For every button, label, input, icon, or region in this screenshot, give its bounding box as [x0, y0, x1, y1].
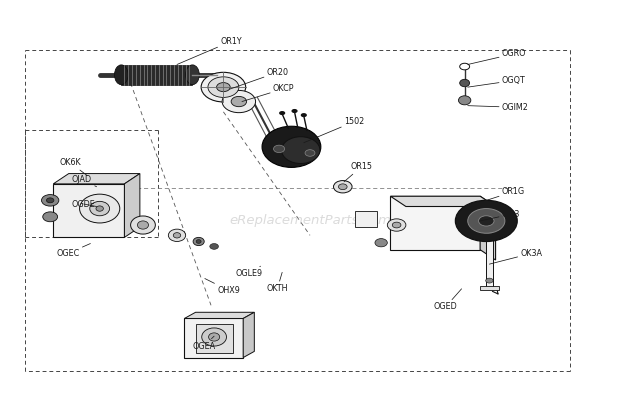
Polygon shape	[184, 312, 254, 318]
Text: OGQT: OGQT	[467, 76, 526, 87]
Ellipse shape	[459, 79, 469, 87]
Text: OR20: OR20	[229, 68, 289, 89]
Ellipse shape	[96, 206, 104, 211]
Ellipse shape	[455, 200, 517, 242]
Ellipse shape	[208, 77, 239, 97]
Text: OJAD: OJAD	[72, 175, 97, 187]
FancyBboxPatch shape	[480, 285, 498, 290]
Ellipse shape	[334, 180, 352, 193]
Text: OGDE: OGDE	[72, 199, 97, 209]
Text: 1502: 1502	[304, 117, 365, 143]
Text: OJx3: OJx3	[480, 210, 520, 221]
Ellipse shape	[185, 65, 199, 85]
Text: OR1G: OR1G	[480, 187, 525, 202]
Ellipse shape	[208, 333, 219, 341]
FancyBboxPatch shape	[485, 223, 493, 289]
Circle shape	[210, 244, 218, 249]
Text: OR1Y: OR1Y	[177, 37, 242, 64]
Text: OGLE9: OGLE9	[236, 266, 263, 278]
Circle shape	[301, 113, 307, 117]
Ellipse shape	[131, 216, 156, 234]
Text: OGED: OGED	[434, 289, 461, 311]
Circle shape	[375, 239, 388, 247]
Ellipse shape	[138, 221, 149, 229]
FancyBboxPatch shape	[355, 211, 377, 227]
Text: OGIM2: OGIM2	[467, 103, 529, 112]
Ellipse shape	[479, 216, 494, 226]
Ellipse shape	[458, 96, 471, 105]
Ellipse shape	[231, 96, 247, 107]
Ellipse shape	[262, 126, 321, 167]
Polygon shape	[391, 196, 495, 206]
Ellipse shape	[169, 229, 185, 242]
Polygon shape	[243, 312, 254, 358]
Text: OGRO: OGRO	[467, 49, 526, 64]
Polygon shape	[480, 196, 495, 260]
Circle shape	[291, 109, 298, 113]
Ellipse shape	[392, 222, 401, 228]
Circle shape	[485, 278, 493, 283]
FancyBboxPatch shape	[122, 65, 192, 85]
Ellipse shape	[222, 90, 255, 113]
Text: OR15: OR15	[344, 162, 372, 182]
Ellipse shape	[305, 150, 315, 156]
Ellipse shape	[196, 240, 201, 243]
Text: eReplacementParts.com: eReplacementParts.com	[229, 214, 391, 228]
Ellipse shape	[467, 209, 505, 233]
FancyBboxPatch shape	[184, 318, 243, 358]
Text: OK3A: OK3A	[489, 249, 542, 264]
FancyBboxPatch shape	[53, 184, 125, 237]
Circle shape	[43, 212, 58, 222]
Ellipse shape	[202, 328, 226, 346]
Polygon shape	[125, 173, 140, 237]
FancyBboxPatch shape	[391, 196, 480, 250]
Circle shape	[42, 195, 59, 206]
Circle shape	[485, 229, 493, 234]
Ellipse shape	[273, 145, 285, 152]
Ellipse shape	[388, 219, 406, 231]
Text: OGEA: OGEA	[192, 336, 216, 351]
Text: OK6K: OK6K	[60, 158, 87, 176]
Ellipse shape	[201, 72, 246, 102]
Circle shape	[46, 198, 54, 203]
Ellipse shape	[90, 202, 110, 216]
Ellipse shape	[216, 83, 230, 92]
Ellipse shape	[115, 65, 128, 85]
Text: OGEC: OGEC	[56, 244, 91, 258]
Ellipse shape	[173, 233, 180, 238]
FancyBboxPatch shape	[195, 324, 232, 353]
Ellipse shape	[281, 137, 320, 164]
Polygon shape	[53, 173, 140, 184]
Circle shape	[279, 111, 285, 115]
Text: OKCP: OKCP	[242, 84, 294, 102]
Text: OHX9: OHX9	[205, 278, 240, 295]
Ellipse shape	[193, 237, 204, 246]
Ellipse shape	[79, 194, 120, 223]
Ellipse shape	[339, 184, 347, 190]
Text: OKTH: OKTH	[267, 272, 288, 293]
